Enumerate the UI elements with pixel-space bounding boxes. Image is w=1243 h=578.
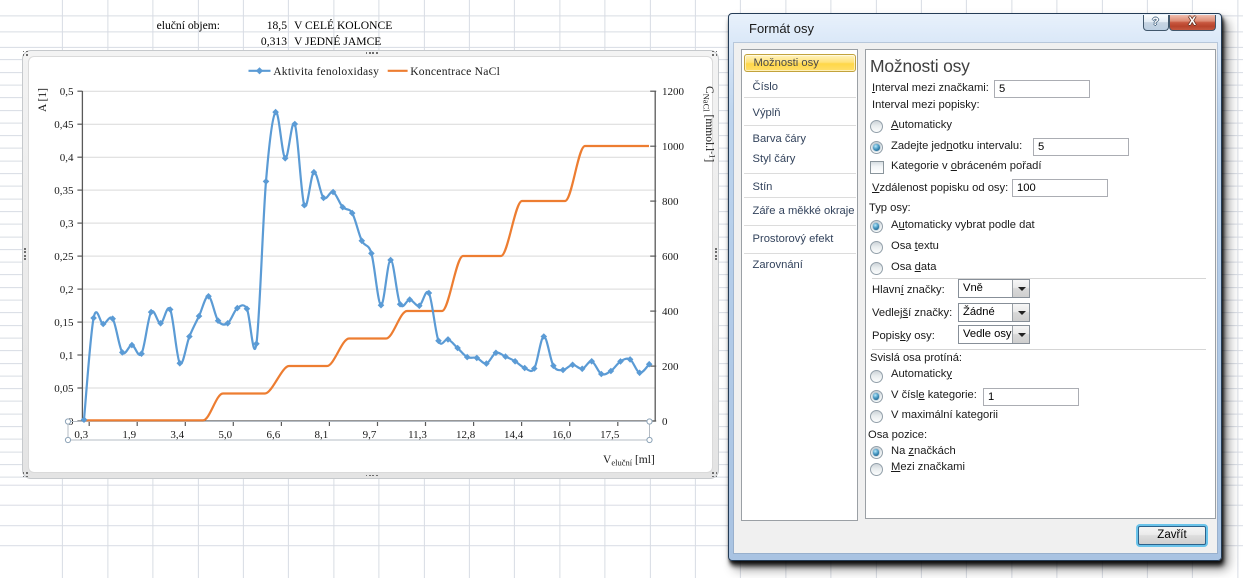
svg-text:0: 0 (662, 416, 668, 428)
svg-text:9,7: 9,7 (363, 429, 377, 441)
svg-text:16,0: 16,0 (552, 429, 572, 441)
svg-text:1,9: 1,9 (122, 429, 136, 441)
svg-text:0,4: 0,4 (60, 152, 74, 164)
svg-text:1000: 1000 (662, 141, 685, 153)
svg-text:14,4: 14,4 (504, 429, 524, 441)
svg-text:0,1: 0,1 (60, 350, 74, 362)
svg-text:0,2: 0,2 (60, 284, 74, 296)
svg-text:600: 600 (662, 251, 679, 263)
svg-text:1200: 1200 (662, 86, 685, 98)
svg-text:0,3: 0,3 (74, 429, 88, 441)
svg-text:Aktivita fenoloxidasy: Aktivita fenoloxidasy (273, 65, 379, 78)
svg-text:Koncentrace NaCl: Koncentrace NaCl (410, 65, 500, 78)
svg-text:400: 400 (662, 306, 679, 318)
svg-text:8,1: 8,1 (315, 429, 329, 441)
svg-text:11,3: 11,3 (408, 429, 427, 441)
svg-text:0,35: 0,35 (54, 185, 74, 197)
svg-text:6,6: 6,6 (267, 429, 281, 441)
svg-text:800: 800 (662, 196, 679, 208)
svg-text:0,15: 0,15 (54, 317, 74, 329)
svg-text:3,4: 3,4 (170, 429, 184, 441)
svg-text:A [1]: A [1] (37, 88, 49, 112)
svg-text:0,25: 0,25 (54, 251, 74, 263)
svg-text:5,0: 5,0 (218, 429, 232, 441)
svg-text:Veluční [ml]: Veluční [ml] (603, 454, 655, 468)
svg-text:0,45: 0,45 (54, 119, 74, 131)
svg-text:0,05: 0,05 (54, 383, 74, 395)
svg-text:CNaCl [mmol.l-1]: CNaCl [mmol.l-1] (702, 86, 718, 162)
svg-text:200: 200 (662, 361, 679, 373)
svg-text:0,3: 0,3 (60, 218, 74, 230)
svg-text:17,5: 17,5 (600, 429, 620, 441)
svg-text:12,8: 12,8 (456, 429, 476, 441)
svg-text:0,5: 0,5 (60, 86, 74, 98)
